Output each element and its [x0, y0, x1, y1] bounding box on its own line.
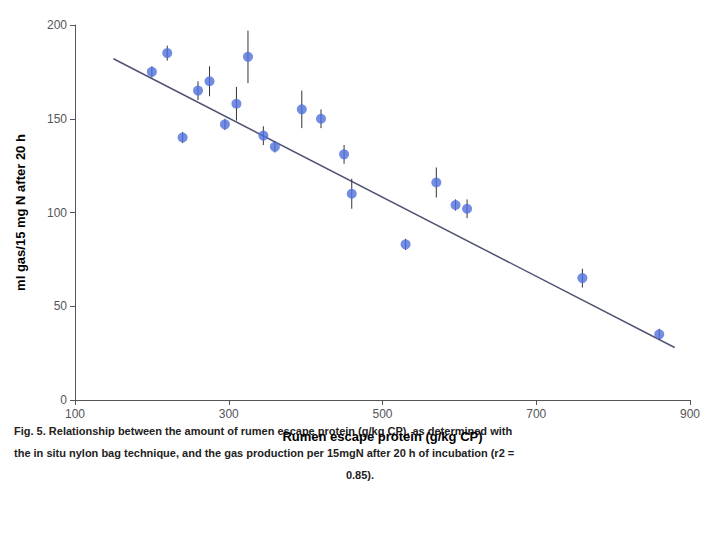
svg-text:Fig. 5. Relationship between t: Fig. 5. Relationship between the amount …	[14, 424, 513, 437]
svg-text:ml gas/15 mg N after 20 h: ml gas/15 mg N after 20 h	[13, 134, 28, 291]
svg-text:0.85).: 0.85).	[346, 469, 374, 481]
svg-text:500: 500	[372, 407, 392, 421]
svg-text:200: 200	[47, 18, 67, 32]
svg-text:100: 100	[47, 206, 67, 220]
svg-text:300: 300	[219, 407, 239, 421]
svg-text:50: 50	[54, 299, 68, 313]
svg-text:0: 0	[60, 393, 67, 407]
svg-text:100: 100	[65, 407, 85, 421]
svg-text:the in situ nylon bag techniqu: the in situ nylon bag technique, and the…	[14, 447, 514, 459]
svg-text:150: 150	[47, 112, 67, 126]
svg-text:Rumen escape protein (g/kg CP): Rumen escape protein (g/kg CP)	[282, 429, 482, 444]
svg-text:700: 700	[526, 407, 546, 421]
svg-text:900: 900	[680, 407, 700, 421]
